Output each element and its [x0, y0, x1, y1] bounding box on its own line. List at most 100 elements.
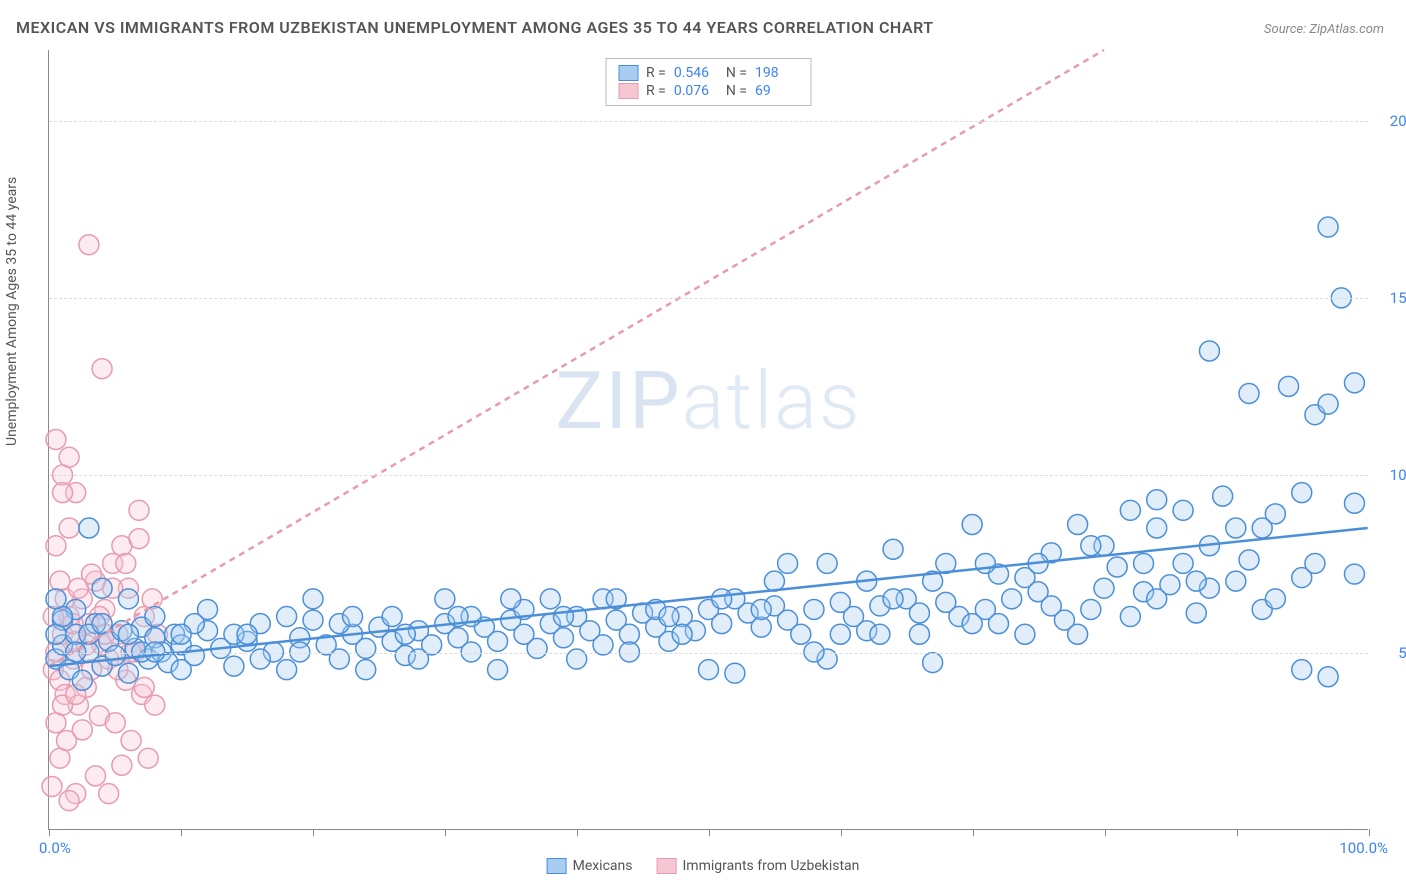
- scatter-point: [56, 730, 76, 750]
- swatch-series-1: [618, 65, 638, 81]
- scatter-point: [962, 514, 982, 534]
- scatter-point: [1213, 486, 1233, 506]
- scatter-point: [92, 359, 112, 379]
- scatter-point: [79, 518, 99, 538]
- scatter-point: [909, 624, 929, 644]
- n-value-1: 198: [755, 65, 799, 81]
- scatter-point: [962, 614, 982, 634]
- scatter-point: [303, 610, 323, 630]
- scatter-point: [1147, 490, 1167, 510]
- scatter-point: [659, 607, 679, 627]
- scatter-point: [975, 553, 995, 573]
- scatter-point: [1002, 589, 1022, 609]
- scatter-point: [1239, 383, 1259, 403]
- scatter-point: [53, 483, 73, 503]
- scatter-point: [46, 536, 66, 556]
- scatter-point: [224, 656, 244, 676]
- scatter-point: [145, 695, 165, 715]
- source-attribution: Source: ZipAtlas.com: [1264, 22, 1384, 37]
- scatter-point: [1318, 667, 1338, 687]
- scatter-point: [112, 755, 132, 775]
- stats-row-1: R = 0.546 N = 198: [618, 65, 799, 81]
- scatter-point: [129, 529, 149, 549]
- legend-item-2: Immigrants from Uzbekistan: [657, 858, 860, 874]
- trend-line: [49, 528, 1367, 666]
- scatter-point: [85, 766, 105, 786]
- scatter-point: [1068, 514, 1088, 534]
- scatter-point: [142, 589, 162, 609]
- scatter-point: [830, 624, 850, 644]
- scatter-point: [1068, 624, 1088, 644]
- scatter-point: [1292, 483, 1312, 503]
- scatter-point: [1318, 217, 1338, 237]
- scatter-point: [1279, 376, 1299, 396]
- scatter-point: [791, 624, 811, 644]
- r-value-1: 0.546: [674, 65, 718, 81]
- y-axis-label: Unemployment Among Ages 35 to 44 years: [4, 177, 20, 446]
- scatter-point: [540, 589, 560, 609]
- scatter-point: [129, 500, 149, 520]
- scatter-point: [1344, 373, 1364, 393]
- chart-title: MEXICAN VS IMMIGRANTS FROM UZBEKISTAN UN…: [16, 18, 934, 37]
- scatter-point: [751, 599, 771, 619]
- scatter-point: [1318, 394, 1338, 414]
- scatter-point: [1226, 571, 1246, 591]
- scatter-point: [1226, 518, 1246, 538]
- legend-label-2: Immigrants from Uzbekistan: [683, 858, 860, 874]
- scatter-point: [712, 614, 732, 634]
- scatter-point: [171, 660, 191, 680]
- scatter-point: [277, 660, 297, 680]
- x-tick-left: 0.0%: [39, 839, 71, 857]
- y-tick-label: 5.0%: [1398, 644, 1406, 662]
- scatter-point: [59, 518, 79, 538]
- scatter-point: [883, 539, 903, 559]
- scatter-point: [303, 589, 323, 609]
- scatter-point: [764, 571, 784, 591]
- scatter-svg: [49, 50, 1368, 829]
- scatter-point: [725, 663, 745, 683]
- scatter-point: [356, 638, 376, 658]
- scatter-point: [1147, 518, 1167, 538]
- scatter-point: [883, 589, 903, 609]
- scatter-point: [435, 589, 455, 609]
- scatter-point: [923, 653, 943, 673]
- n-label: N =: [726, 65, 747, 81]
- scatter-point: [817, 553, 837, 573]
- y-tick-label: 20.0%: [1390, 112, 1406, 130]
- scatter-point: [870, 624, 890, 644]
- scatter-point: [72, 670, 92, 690]
- scatter-point: [909, 603, 929, 623]
- scatter-point: [1186, 603, 1206, 623]
- r-value-2: 0.076: [674, 83, 718, 99]
- scatter-point: [134, 677, 154, 697]
- scatter-point: [1173, 500, 1193, 520]
- scatter-point: [553, 607, 573, 627]
- legend-swatch-1: [547, 858, 567, 874]
- scatter-point: [527, 638, 547, 658]
- scatter-point: [121, 730, 141, 750]
- chart-container: MEXICAN VS IMMIGRANTS FROM UZBEKISTAN UN…: [0, 0, 1406, 892]
- scatter-point: [1134, 553, 1154, 573]
- x-tick-right: 100.0%: [1339, 839, 1388, 857]
- scatter-point: [488, 660, 508, 680]
- scatter-point: [105, 646, 125, 666]
- scatter-point: [804, 599, 824, 619]
- y-tick-label: 10.0%: [1390, 466, 1406, 484]
- scatter-point: [1015, 624, 1035, 644]
- scatter-point: [1239, 550, 1259, 570]
- r-label: R =: [646, 65, 666, 81]
- swatch-series-2: [618, 83, 638, 99]
- scatter-point: [1120, 500, 1140, 520]
- n-value-2: 69: [755, 83, 799, 99]
- n-label-2: N =: [726, 83, 747, 99]
- scatter-point: [699, 660, 719, 680]
- scatter-point: [1081, 536, 1101, 556]
- plot-area: ZIPatlas R = 0.546 N = 198 R = 0.076 N =…: [48, 50, 1368, 830]
- scatter-point: [1081, 599, 1101, 619]
- scatter-point: [138, 748, 158, 768]
- scatter-point: [1107, 557, 1127, 577]
- scatter-point: [46, 430, 66, 450]
- scatter-point: [92, 578, 112, 598]
- scatter-point: [1265, 589, 1285, 609]
- legend-label-1: Mexicans: [573, 858, 633, 874]
